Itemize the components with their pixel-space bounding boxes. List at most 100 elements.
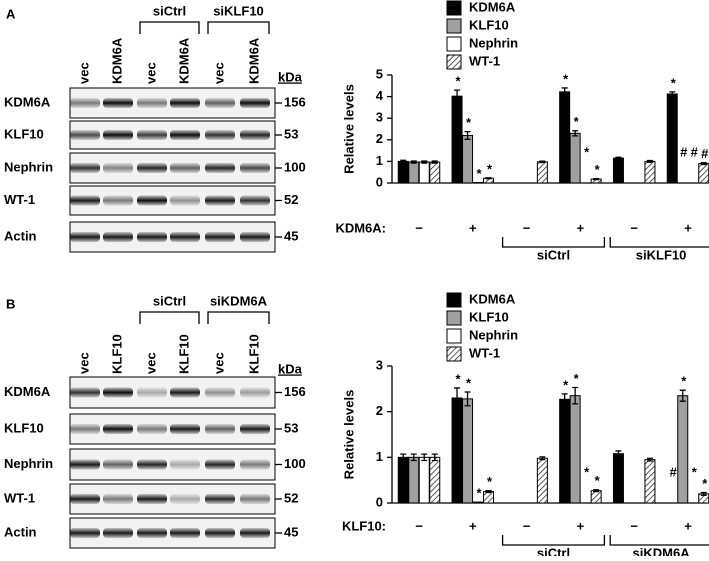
bar: [645, 161, 655, 183]
lane-label: vec: [76, 62, 91, 84]
bar: [570, 133, 580, 183]
lane-label: vec: [211, 62, 226, 84]
category-bracket: [610, 535, 709, 545]
bar: [560, 92, 570, 183]
panel-label: B: [6, 296, 15, 311]
significance-mark: *: [702, 476, 708, 491]
band: [137, 494, 167, 504]
bar: [699, 164, 709, 183]
category-group-label: siKLF10: [636, 247, 687, 262]
bar: [452, 96, 462, 183]
band: [205, 98, 235, 108]
lane-group-label: siKDM6A: [210, 293, 268, 308]
band: [170, 98, 200, 108]
band: [240, 98, 270, 108]
legend-label: Nephrin: [469, 35, 518, 50]
band: [205, 163, 235, 173]
band: [137, 98, 167, 108]
significance-mark: #: [680, 144, 688, 159]
bar: [678, 396, 688, 503]
significance-mark: *: [671, 75, 677, 90]
lane-group-label: siCtrl: [153, 293, 186, 308]
bar: [484, 492, 494, 503]
lane-label: KLF10: [176, 334, 191, 374]
band: [170, 494, 200, 504]
band: [170, 196, 200, 206]
x-tick-label: −: [415, 518, 423, 533]
unit-label: kDa: [278, 69, 303, 84]
significance-mark: *: [563, 377, 569, 392]
band: [205, 528, 235, 538]
y-axis-label: Relative levels: [341, 390, 356, 480]
significance-mark: *: [574, 114, 580, 129]
x-tick-label: −: [415, 220, 423, 235]
lane-group-bracket: [208, 22, 269, 34]
band: [240, 424, 270, 434]
unit-label: kDa: [278, 361, 303, 376]
category-bracket: [610, 237, 709, 247]
band: [137, 163, 167, 173]
bar: [667, 94, 677, 183]
row-label: KLF10: [4, 126, 44, 141]
legend-swatch: [447, 347, 461, 361]
bar: [537, 458, 547, 503]
bar: [613, 158, 623, 183]
error-bar: [539, 161, 545, 162]
band: [70, 424, 100, 434]
significance-mark: #: [670, 464, 678, 479]
lane-label: vec: [211, 352, 226, 374]
significance-mark: *: [595, 162, 601, 177]
x-tick-label: −: [630, 518, 638, 533]
lane-label: vec: [143, 352, 158, 374]
significance-mark: *: [574, 371, 580, 386]
significance-mark: *: [584, 144, 590, 159]
x-tick-label: +: [577, 518, 585, 533]
bar: [613, 454, 623, 503]
x-tick-label: +: [684, 518, 692, 533]
x-tick-label: −: [523, 220, 531, 235]
band: [240, 460, 270, 470]
significance-mark: *: [595, 473, 601, 488]
lane-group-bracket: [140, 312, 199, 324]
lane-label: vec: [143, 62, 158, 84]
band: [70, 388, 100, 398]
bar: [560, 399, 570, 503]
band: [205, 130, 235, 140]
kda-label: 100: [284, 159, 306, 174]
band: [137, 388, 167, 398]
significance-mark: *: [681, 374, 687, 389]
band: [137, 232, 167, 242]
kda-label: 156: [284, 94, 306, 109]
row-label: Nephrin: [4, 159, 53, 174]
band: [170, 163, 200, 173]
band: [70, 528, 100, 538]
y-tick-label: 1: [376, 153, 383, 168]
row-label: Nephrin: [4, 456, 53, 471]
legend-label: KLF10: [469, 17, 509, 32]
panel-label: A: [6, 6, 16, 21]
kda-label: 100: [284, 456, 306, 471]
legend-label: WT-1: [469, 345, 500, 360]
category-group-label: siKDM6A: [633, 545, 691, 556]
band: [170, 460, 200, 470]
legend-label: WT-1: [469, 53, 500, 68]
legend-label: KLF10: [469, 309, 509, 324]
band: [240, 196, 270, 206]
significance-mark: *: [584, 464, 590, 479]
legend-swatch: [447, 1, 461, 15]
error-bar: [593, 179, 599, 180]
band: [170, 130, 200, 140]
band: [205, 460, 235, 470]
x-tick-label: +: [684, 220, 692, 235]
bar: [591, 491, 601, 503]
band: [70, 98, 100, 108]
band: [170, 424, 200, 434]
row-label: WT-1: [4, 490, 35, 505]
band: [137, 528, 167, 538]
legend-swatch: [447, 329, 461, 343]
band: [70, 232, 100, 242]
significance-mark: *: [487, 161, 493, 176]
band: [103, 528, 133, 538]
band: [205, 232, 235, 242]
